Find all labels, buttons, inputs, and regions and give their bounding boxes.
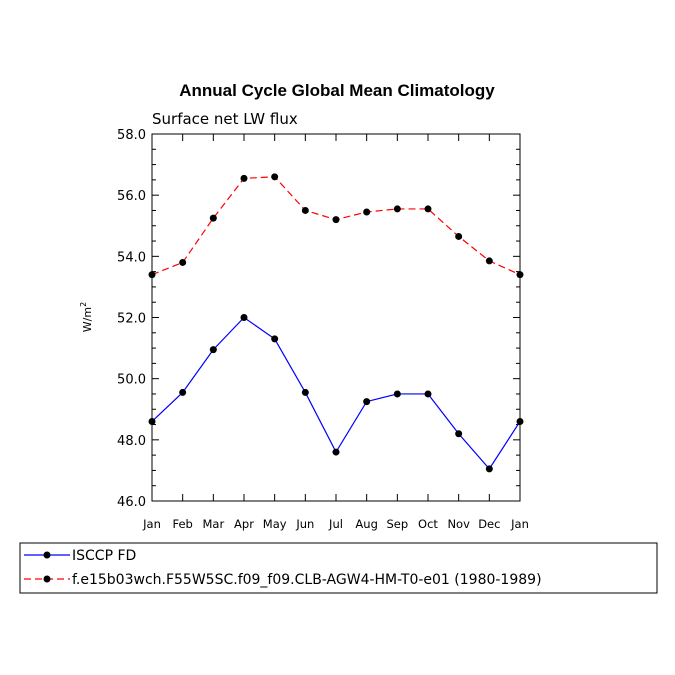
x-tick-label: May	[263, 517, 287, 531]
x-tick-label: Apr	[234, 517, 254, 531]
x-axis: Jan Feb Mar Apr May Jun Jul Aug Sep Oct Nov Dec Jan	[142, 134, 529, 531]
legend-label-model: f.e15b03wch.F55W5SC.f09_f09.CLB-AGW4-HM-…	[72, 572, 542, 588]
plot-frame	[151, 133, 521, 502]
y-tick-label: 46.0	[117, 495, 146, 510]
series-1-point	[424, 205, 432, 213]
series-0-point	[393, 390, 401, 398]
y-axis: 46.0 48.0 50.0 52.0 54.0 56.0 58.0	[117, 128, 520, 510]
series-1-point	[148, 271, 156, 279]
series-0-point	[455, 430, 463, 438]
x-tick-label: Jun	[295, 517, 314, 531]
legend-label-isccp: ISCCP FD	[72, 548, 136, 564]
y-tick-label: 50.0	[117, 373, 146, 388]
x-tick-label: Mar	[202, 517, 224, 531]
series-0-point	[148, 417, 156, 425]
series-1-point	[332, 216, 340, 224]
x-tick-label: Jan	[142, 517, 161, 531]
series-0-point	[209, 346, 217, 354]
chart-subtitle: Surface net LW flux	[152, 110, 298, 128]
series-1-point	[455, 232, 463, 240]
series-0-point	[424, 390, 432, 398]
x-tick-label: Dec	[478, 517, 500, 531]
series-layer	[148, 173, 524, 473]
x-tick-label: Sep	[386, 517, 408, 531]
x-tick-label: Jul	[328, 517, 343, 531]
series-0-point	[179, 388, 187, 396]
series-1-point	[301, 206, 309, 214]
series-0-point	[485, 465, 493, 473]
x-tick-label: Oct	[418, 517, 438, 531]
legend: ISCCP FD f.e15b03wch.F55W5SC.f09_f09.CLB…	[19, 542, 658, 594]
y-axis-label-exponent: 2	[79, 302, 88, 307]
series-1-point	[393, 205, 401, 213]
x-tick-label: Nov	[447, 517, 470, 531]
series-1-point	[363, 208, 371, 216]
y-tick-label: 56.0	[117, 189, 146, 204]
y-tick-label: 58.0	[117, 128, 146, 143]
y-tick-label: 54.0	[117, 250, 146, 265]
series-1-point	[240, 174, 248, 182]
y-axis-label: W/m2	[79, 302, 94, 332]
legend-box	[19, 542, 658, 594]
series-line-1	[151, 176, 521, 276]
series-1-point	[209, 214, 217, 222]
series-1-point	[485, 257, 493, 265]
series-0-point	[516, 417, 524, 425]
series-1-point	[271, 173, 279, 181]
series-0-point	[363, 398, 371, 406]
y-tick-label: 48.0	[117, 434, 146, 449]
legend-marker-isccp	[43, 551, 51, 559]
series-0-point	[240, 314, 248, 321]
series-0-point	[271, 335, 279, 343]
x-tick-label: Aug	[355, 517, 377, 531]
y-tick-label: 52.0	[117, 312, 146, 327]
y-axis-label-unit: W/m	[81, 307, 94, 332]
series-0-point	[301, 388, 309, 396]
chart-title: Annual Cycle Global Mean Climatology	[179, 81, 495, 100]
x-tick-label: Feb	[172, 517, 192, 531]
legend-marker-model	[43, 575, 51, 583]
series-1-point	[516, 271, 524, 279]
x-tick-label: Jan	[510, 517, 529, 531]
series-line-0	[151, 316, 521, 470]
series-0-point	[332, 448, 340, 456]
series-1-point	[179, 258, 187, 266]
